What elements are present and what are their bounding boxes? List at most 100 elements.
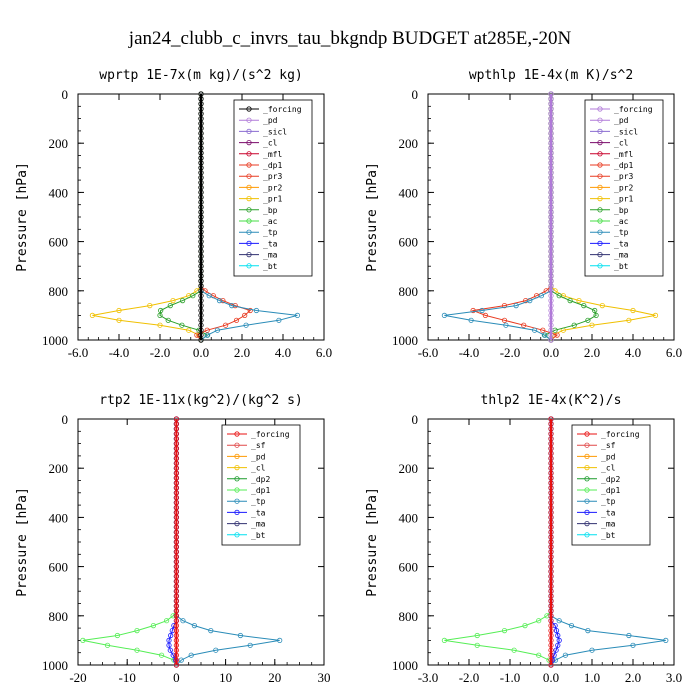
- data-point: [441, 312, 447, 318]
- data-point: [208, 627, 214, 634]
- legend-marker: [597, 196, 603, 202]
- y-tick-label: 1000: [42, 333, 68, 348]
- data-point: [294, 312, 300, 318]
- data-point: [198, 317, 204, 323]
- data-point: [198, 268, 204, 274]
- data-point: [198, 194, 204, 200]
- data-point: [548, 490, 554, 496]
- data-point: [116, 317, 122, 323]
- data-point: [548, 150, 554, 156]
- data-point: [173, 460, 179, 466]
- panel-title-thlp2: thlp2 1E-4x(K^2)/s: [481, 393, 622, 408]
- legend-entry: _bt: [251, 531, 266, 540]
- data-point: [205, 332, 211, 338]
- data-point: [548, 145, 554, 151]
- x-tick-label: -4.0: [109, 345, 130, 360]
- data-point: [173, 431, 179, 437]
- legend-entry: _dp1: [601, 486, 620, 495]
- data-point: [548, 253, 554, 259]
- data-point: [538, 293, 545, 299]
- data-point: [548, 504, 554, 511]
- data-point: [548, 647, 554, 653]
- legend-marker: [597, 140, 603, 146]
- data-point: [134, 627, 140, 634]
- data-point: [198, 273, 204, 279]
- legend-marker: [234, 532, 240, 538]
- legend-entry: _forcing: [614, 105, 653, 114]
- x-tick-label: 0.0: [543, 345, 559, 360]
- x-tick-label: 6.0: [666, 345, 682, 360]
- legend-entry: _cl: [251, 464, 266, 473]
- legend-entry: _bp: [263, 206, 278, 215]
- data-point: [198, 160, 204, 166]
- data-point: [548, 470, 554, 476]
- panel-thlp2: thlp2 1E-4x(K^2)/s Pressure [hPa] -3.0 -2.0…: [365, 393, 682, 685]
- legend-entry: _ta: [251, 508, 266, 517]
- legend-marker: [246, 140, 252, 146]
- panel-title-rtp2: rtp2 1E-11x(kg^2)/(kg^2 s): [99, 393, 303, 408]
- data-point: [548, 268, 554, 274]
- legend-marker: [584, 487, 590, 493]
- data-point: [585, 317, 591, 323]
- data-point: [173, 499, 179, 506]
- data-point: [548, 519, 554, 525]
- data-point: [173, 485, 179, 491]
- data-point: [548, 165, 554, 171]
- data-point: [198, 234, 204, 240]
- data-point: [170, 297, 176, 304]
- data-point: [468, 317, 474, 323]
- legend-marker: [597, 128, 603, 134]
- legend-marker: [234, 520, 240, 527]
- x-tick-label: 4.0: [625, 345, 641, 360]
- data-point: [179, 322, 185, 328]
- data-point: [513, 302, 519, 309]
- data-point: [548, 332, 554, 338]
- data-point: [522, 622, 528, 629]
- y-axis-label-thlp2: Pressure [hPa]: [365, 487, 380, 597]
- data-point: [548, 603, 554, 609]
- y-tick-label: 200: [49, 461, 69, 476]
- data-point: [173, 588, 179, 594]
- y-axis-label-wprtp: Pressure [hPa]: [15, 162, 30, 272]
- data-point: [548, 204, 554, 210]
- legend-entry: _ma: [251, 520, 266, 529]
- data-point: [548, 125, 554, 131]
- data-point: [157, 312, 163, 318]
- data-point: [173, 426, 179, 432]
- data-point: [247, 642, 253, 648]
- data-point: [198, 253, 204, 259]
- data-point: [173, 573, 179, 580]
- data-point: [180, 618, 186, 624]
- data-point: [548, 514, 554, 521]
- x-tick-label: 0.0: [543, 670, 559, 685]
- data-point: [474, 632, 480, 639]
- x-tick-label: -20: [69, 670, 86, 685]
- data-point: [548, 563, 554, 570]
- legend-marker: [246, 229, 252, 235]
- data-point: [167, 302, 173, 309]
- data-point: [536, 652, 542, 658]
- y-tick-label: 1000: [392, 658, 418, 673]
- data-point: [173, 647, 179, 653]
- data-point: [277, 637, 283, 644]
- data-point: [548, 307, 554, 314]
- y-tick-label: 800: [49, 609, 69, 624]
- data-point: [198, 278, 204, 284]
- data-point: [548, 455, 554, 461]
- data-point: [548, 96, 554, 102]
- legend-entry: _tp: [263, 228, 278, 237]
- data-point: [191, 622, 197, 629]
- x-tick-label: 3.0: [666, 670, 682, 685]
- data-point: [173, 475, 179, 481]
- x-tick-label: -6.0: [418, 345, 439, 360]
- legend-marker: [234, 498, 240, 504]
- data-point: [198, 175, 204, 181]
- data-point: [441, 637, 447, 644]
- data-point: [198, 312, 204, 318]
- data-point: [501, 627, 508, 634]
- data-point: [237, 632, 243, 639]
- legend-entry: _pd: [251, 452, 266, 461]
- data-point: [548, 140, 554, 146]
- legend-marker: [584, 532, 590, 538]
- x-tick-label: -2.0: [459, 670, 480, 685]
